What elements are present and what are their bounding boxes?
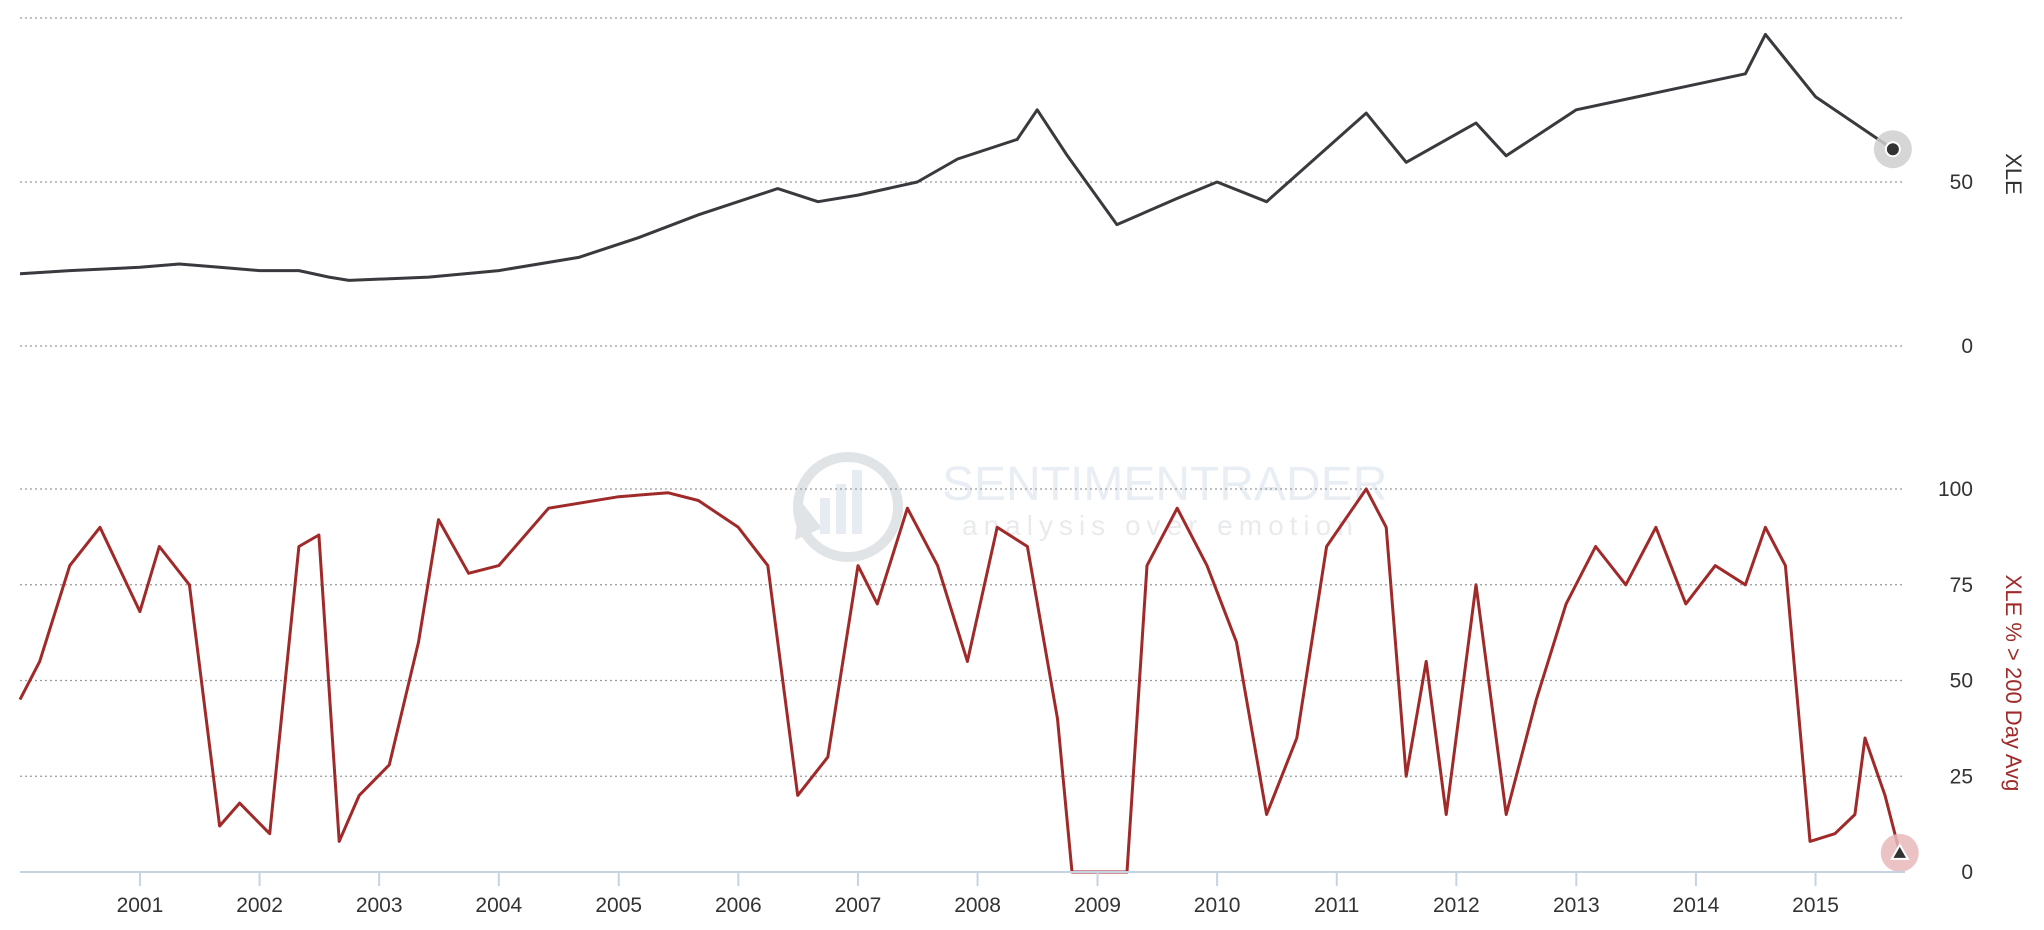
watermark-brand: SENTIMENTRADER <box>942 458 1387 511</box>
xle-y-tick-label: 0 <box>1961 335 1973 358</box>
xle-end-marker <box>1873 130 1912 169</box>
xle-price-panel: 0 50 XLE <box>19 17 2026 358</box>
x-tick-label: 2012 <box>1433 894 1480 917</box>
x-tick-label: 2010 <box>1194 894 1241 917</box>
breadth-axis-title: XLE % > 200 Day Avg <box>2001 575 2026 792</box>
xle-y-ticks: 0 50 <box>1950 171 1973 358</box>
x-tick-label: 2004 <box>475 894 522 917</box>
x-tick-label: 2013 <box>1553 894 1600 917</box>
watermark-tagline: analysis over emotion <box>962 510 1359 541</box>
xle-end-circle-icon <box>1884 141 1901 158</box>
x-tick-label: 2009 <box>1074 894 1121 917</box>
x-tick-label: 2011 <box>1314 894 1359 917</box>
xle-axis-title: XLE <box>2001 153 2026 195</box>
breadth-y-tick-label: 25 <box>1950 765 1973 788</box>
watermark: SENTIMENTRADER analysis over emotion <box>793 452 1387 562</box>
x-tick-label: 2007 <box>835 894 882 917</box>
x-axis-ticks: 2001 2002 2003 2004 2005 2006 2007 2008 2009 2010… <box>117 872 1839 917</box>
x-tick-label: 2002 <box>236 894 283 917</box>
x-tick-label: 2014 <box>1673 894 1720 917</box>
breadth-y-tick-label: 50 <box>1950 670 1973 693</box>
x-tick-label: 2003 <box>356 894 403 917</box>
xle-price-line <box>19 32 1894 282</box>
breadth-y-tick-label: 75 <box>1950 574 1973 597</box>
x-tick-label: 2015 <box>1792 894 1839 917</box>
breadth-y-tick-label: 100 <box>1938 478 1973 501</box>
breadth-end-marker <box>1880 833 1919 872</box>
breadth-gridlines <box>20 488 1905 777</box>
breadth-end-triangle-icon <box>1890 842 1910 860</box>
x-tick-label: 2006 <box>715 894 762 917</box>
x-tick-label: 2005 <box>595 894 642 917</box>
xle-gridlines <box>20 17 1905 347</box>
xle-y-tick-label: 50 <box>1950 171 1973 194</box>
breadth-panel: 0 25 50 75 100 XLE % > 200 Day Avg <box>18 478 2026 884</box>
x-axis: 2001 2002 2003 2004 2005 2006 2007 2008 2009 2010… <box>20 871 1905 917</box>
breadth-y-tick-label: 0 <box>1961 861 1973 884</box>
breadth-line <box>18 487 1902 874</box>
x-tick-label: 2008 <box>954 894 1001 917</box>
watermark-logo-icon <box>793 452 903 562</box>
breadth-y-ticks: 0 25 50 75 100 <box>1938 478 1973 884</box>
x-tick-label: 2001 <box>117 894 164 917</box>
